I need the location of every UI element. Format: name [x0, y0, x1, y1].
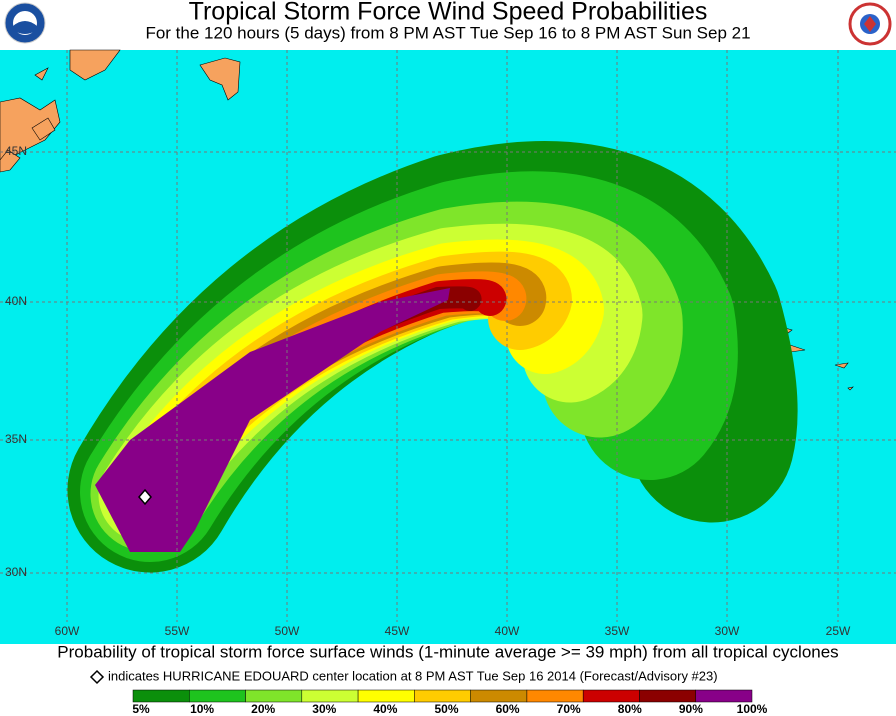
legend-label: 90%: [679, 702, 703, 716]
legend-label: 100%: [737, 702, 768, 716]
legend-swatch: [639, 689, 696, 703]
storm-center: [138, 488, 152, 506]
legend-label: 20%: [251, 702, 275, 716]
marker-icon: [89, 669, 105, 685]
legend-swatch: [301, 689, 359, 703]
noaa-logo: [4, 2, 46, 44]
lon-label: 40W: [495, 624, 520, 638]
legend-swatch: [245, 689, 303, 703]
caption: Probability of tropical storm force surf…: [57, 642, 838, 661]
legend-label: 5%: [132, 702, 150, 716]
grid: 45N 40N 35N 30N 60W 55W 50W 45W 40W 35W 30W 25W: [0, 50, 896, 638]
legend-label: 70%: [557, 702, 581, 716]
lon-label: 45W: [385, 624, 410, 638]
lat-label: 35N: [5, 432, 27, 446]
legend-swatch: [189, 689, 246, 703]
swath-100: [95, 288, 450, 552]
legend-label: 80%: [618, 702, 642, 716]
legend-swatch: [132, 689, 190, 703]
legend-label: 30%: [312, 702, 336, 716]
marker-note: indicates HURRICANE EDOUARD center locat…: [108, 668, 718, 683]
lat-label: 30N: [5, 565, 27, 579]
legend-swatch: [695, 689, 753, 703]
lon-label: 55W: [165, 624, 190, 638]
lon-label: 25W: [826, 624, 851, 638]
title: Tropical Storm Force Wind Speed Probabil…: [189, 0, 708, 26]
lat-label: 45N: [5, 144, 27, 158]
legend-swatch: [526, 689, 584, 703]
legend-label: 10%: [190, 702, 214, 716]
legend-swatch: [357, 689, 415, 703]
lon-label: 60W: [55, 624, 80, 638]
land: [0, 49, 854, 391]
legend-label: 50%: [434, 702, 458, 716]
lon-label: 30W: [715, 624, 740, 638]
legend-swatch: [414, 689, 471, 703]
legend-label: 60%: [496, 702, 520, 716]
legend: 5% 10% 20% 30% 40% 50% 60% 70% 80% 90% 100%: [132, 689, 768, 716]
lon-label: 35W: [605, 624, 630, 638]
lat-label: 40N: [5, 294, 27, 308]
nws-logo: [848, 2, 892, 46]
subtitle: For the 120 hours (5 days) from 8 PM AST…: [145, 23, 750, 42]
legend-swatch: [582, 689, 640, 703]
legend-swatch: [470, 689, 528, 703]
lon-label: 50W: [275, 624, 300, 638]
legend-label: 40%: [373, 702, 397, 716]
